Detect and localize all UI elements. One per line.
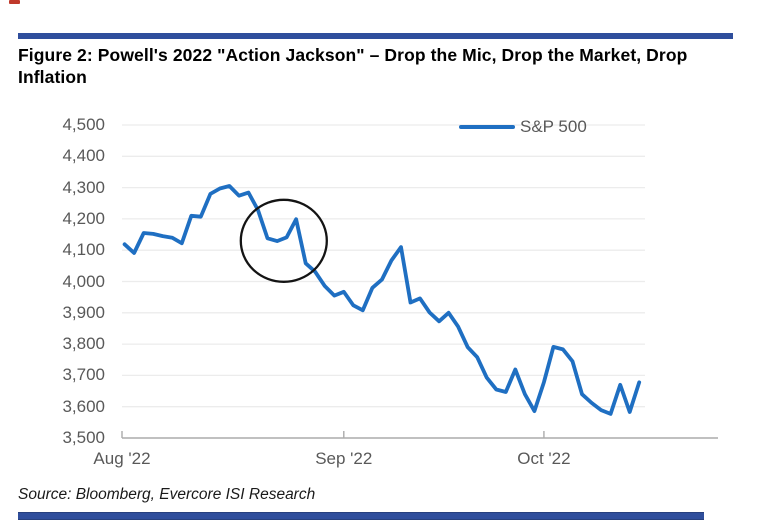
y-axis-label: 3,900 [62, 302, 105, 322]
y-axis-label: 3,800 [62, 334, 105, 354]
legend-label: S&P 500 [520, 117, 587, 136]
legend: S&P 500 [459, 117, 587, 137]
y-axis-label: 3,700 [62, 365, 105, 385]
legend-line-swatch [459, 124, 515, 130]
source-note: Source: Bloomberg, Evercore ISI Research [18, 486, 316, 503]
y-axis-label: 4,000 [62, 271, 105, 291]
y-axis-label: 4,400 [62, 146, 105, 166]
x-axis-label: Oct '22 [517, 449, 571, 468]
x-axis-label: Aug '22 [93, 449, 151, 468]
y-axis-label: 3,500 [62, 428, 105, 447]
figure-title: Figure 2: Powell's 2022 "Action Jackson"… [18, 45, 688, 88]
x-axis-label: Sep '22 [315, 449, 373, 468]
red-pen-mark [9, 0, 20, 4]
annotation-circle [239, 198, 328, 283]
y-axis-label: 4,200 [62, 208, 105, 228]
x-axis [121, 431, 718, 439]
y-axis-label: 4,100 [62, 240, 105, 260]
top-rule [18, 33, 733, 39]
gridlines [122, 124, 645, 408]
sp500-line [122, 184, 642, 416]
y-axis-label: 3,600 [62, 396, 105, 416]
bottom-rule [18, 512, 704, 520]
y-axis-label: 4,500 [62, 115, 105, 134]
y-axis-label: 4,300 [62, 177, 105, 197]
